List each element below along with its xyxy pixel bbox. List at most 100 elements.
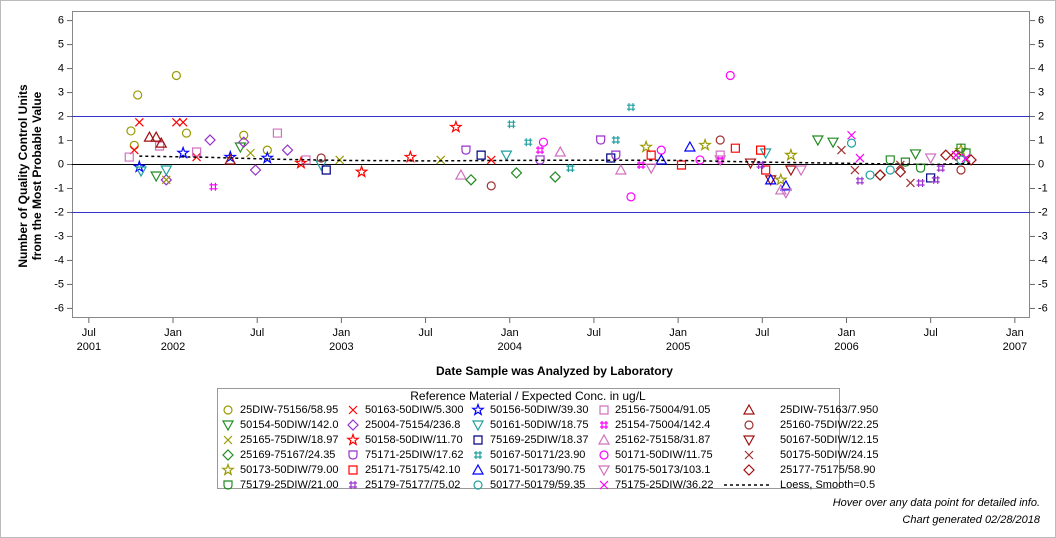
point bbox=[756, 145, 766, 155]
point bbox=[239, 130, 249, 140]
point bbox=[773, 172, 788, 186]
point bbox=[756, 160, 765, 169]
point bbox=[611, 136, 620, 145]
data-points bbox=[124, 70, 977, 202]
y-tick-label: 2 bbox=[58, 110, 64, 122]
point bbox=[837, 145, 846, 155]
point bbox=[764, 173, 777, 185]
y-tick-label: -2 bbox=[54, 206, 64, 218]
legend-label: 25DIW-75163/7.950 bbox=[780, 404, 878, 416]
legend-label: 50171-50DIW/11.75 bbox=[615, 449, 713, 461]
legend-label: 25156-75004/91.05 bbox=[615, 404, 710, 416]
legend-swatch bbox=[221, 462, 235, 476]
point bbox=[855, 176, 864, 185]
legend-swatch bbox=[346, 432, 360, 446]
y-tick-label: 6 bbox=[58, 15, 64, 27]
point bbox=[965, 154, 977, 166]
y-tick-label: 4 bbox=[58, 62, 64, 74]
y-tick-label: 5 bbox=[58, 38, 64, 50]
legend-swatch bbox=[221, 420, 235, 432]
point bbox=[950, 149, 962, 161]
point bbox=[135, 166, 148, 178]
point bbox=[714, 155, 727, 167]
legend-swatch bbox=[743, 464, 755, 476]
point bbox=[150, 130, 163, 142]
point bbox=[171, 117, 181, 127]
point bbox=[321, 165, 331, 175]
legend-label: 25169-75167/24.35 bbox=[240, 449, 335, 461]
point bbox=[191, 147, 202, 157]
point bbox=[524, 138, 533, 147]
point bbox=[916, 178, 925, 187]
point bbox=[783, 147, 799, 162]
legend-label: 50154-50DIW/142.0 bbox=[240, 419, 338, 431]
y2-tick-label: 1 bbox=[1038, 134, 1044, 146]
legend-swatch bbox=[348, 405, 358, 415]
legend-swatch bbox=[597, 465, 611, 477]
x-tick-label: 2003 bbox=[329, 341, 353, 353]
point bbox=[124, 152, 134, 162]
y2-tick-label: -5 bbox=[1038, 278, 1048, 290]
point bbox=[695, 155, 705, 165]
point bbox=[847, 130, 856, 140]
point bbox=[931, 175, 940, 184]
point bbox=[784, 165, 797, 177]
point bbox=[536, 146, 545, 155]
x-tick-label: Jan bbox=[333, 327, 351, 339]
point bbox=[181, 128, 192, 138]
legend-swatch bbox=[471, 402, 485, 416]
point bbox=[874, 169, 887, 181]
point bbox=[176, 145, 191, 159]
point bbox=[924, 153, 937, 165]
point bbox=[850, 165, 860, 175]
point bbox=[846, 138, 857, 148]
legend-label: 50175-50173/103.1 bbox=[615, 464, 710, 476]
y2-tick-label: 6 bbox=[1038, 15, 1044, 27]
legend-swatch bbox=[223, 405, 233, 415]
point bbox=[795, 165, 808, 177]
point bbox=[403, 149, 418, 163]
legend-swatch bbox=[471, 420, 485, 432]
point bbox=[316, 153, 326, 163]
x-axis-title: Date Sample was Analyzed by Laboratory bbox=[436, 364, 673, 378]
point bbox=[936, 164, 945, 173]
x-tick-label: 2005 bbox=[666, 341, 690, 353]
point bbox=[133, 90, 143, 100]
legend-swatch bbox=[599, 480, 609, 490]
point bbox=[476, 150, 486, 160]
x-tick-label: Jan bbox=[669, 327, 687, 339]
point bbox=[698, 137, 713, 151]
legend-label: 75171-25DIW/17.62 bbox=[365, 449, 463, 461]
point bbox=[676, 160, 687, 170]
point bbox=[956, 155, 966, 165]
point bbox=[237, 136, 250, 149]
y-axis-title: from the Most Probable Value bbox=[30, 91, 44, 260]
point bbox=[885, 165, 895, 175]
loess-line bbox=[139, 155, 973, 166]
y2-tick-label: -2 bbox=[1038, 206, 1048, 218]
legend-label: 50171-50173/90.75 bbox=[490, 464, 585, 476]
point bbox=[639, 139, 654, 153]
legend-label: 75175-25DIW/36.22 bbox=[615, 479, 713, 491]
point bbox=[611, 150, 621, 160]
x-tick-label: 2007 bbox=[1003, 341, 1027, 353]
point bbox=[626, 103, 635, 112]
point bbox=[126, 126, 136, 136]
y2-tick-label: 2 bbox=[1038, 110, 1044, 122]
legend-swatch bbox=[742, 403, 756, 415]
legend-label: 75179-25DIW/21.00 bbox=[240, 479, 338, 491]
x-tick-label: Jul bbox=[755, 327, 769, 339]
y2-tick-label: -3 bbox=[1038, 230, 1048, 242]
point bbox=[759, 148, 772, 160]
legend-label: 25154-75004/142.4 bbox=[615, 419, 710, 431]
y2-tick-label: 0 bbox=[1038, 158, 1044, 170]
point bbox=[171, 70, 181, 81]
y2-tick-label: -6 bbox=[1038, 302, 1048, 314]
point bbox=[645, 163, 658, 175]
legend-label: 25004-75154/236.8 bbox=[365, 419, 460, 431]
legend-label: 25162-75158/31.87 bbox=[615, 434, 710, 446]
legend-label: 25179-75177/75.02 bbox=[365, 479, 460, 491]
legend-swatch bbox=[473, 435, 483, 445]
point bbox=[566, 164, 575, 173]
